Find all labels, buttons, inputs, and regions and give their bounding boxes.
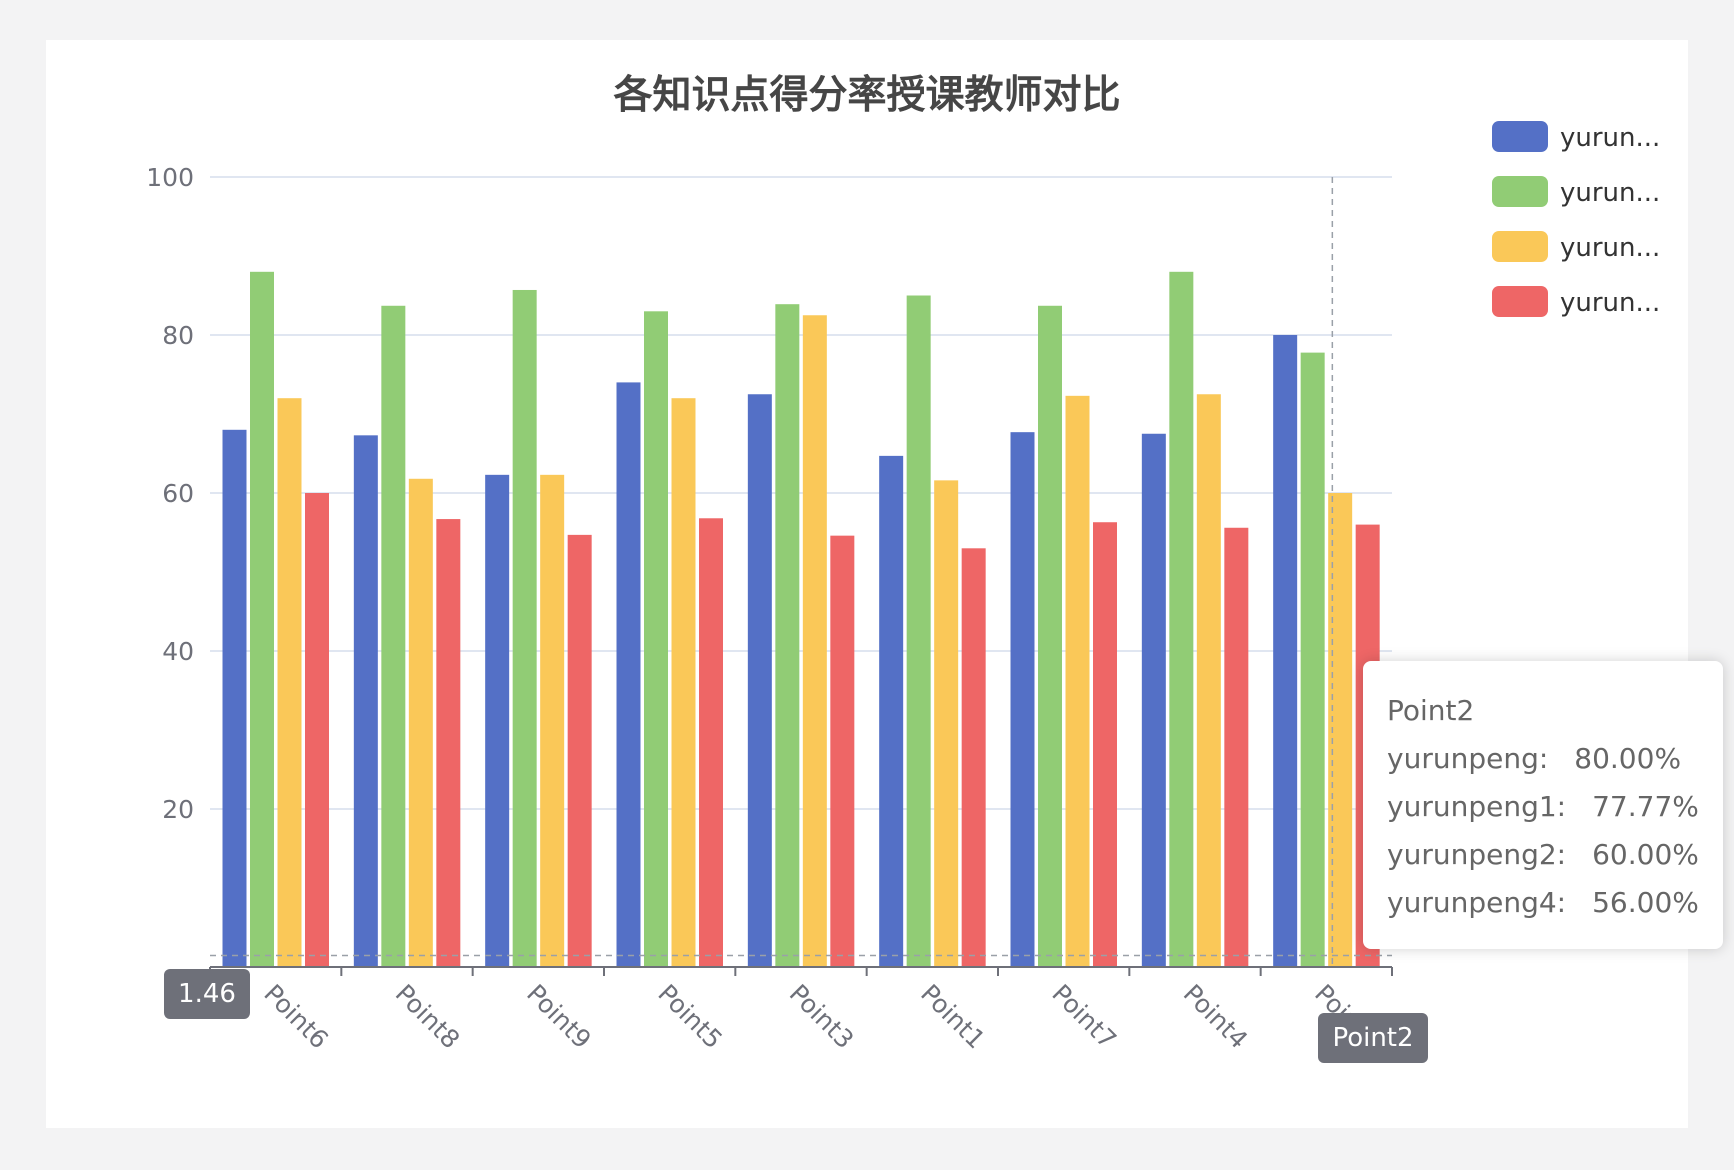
tooltip-row: yurunpeng1: 77.77%: [1387, 783, 1699, 831]
bar: [699, 518, 723, 967]
x-tick-label: Point6: [258, 979, 334, 1055]
bar: [408, 478, 433, 967]
legend-label: yurun...: [1560, 233, 1660, 263]
bar: [1093, 522, 1117, 967]
tooltip: Point2 yurunpeng: 80.00% yurunpeng1: 77.77…: [1363, 661, 1723, 949]
bar: [381, 305, 406, 967]
legend-swatch: [1492, 121, 1548, 152]
bar: [1300, 352, 1325, 967]
tooltip-series-value: 77.77%: [1592, 790, 1699, 823]
bar: [1169, 271, 1194, 967]
bar: [250, 271, 274, 967]
bar: [775, 304, 800, 967]
x-tick-label: Point8: [390, 979, 466, 1055]
legend-swatch: [1492, 231, 1548, 262]
chart-title: 各知识点得分率授课教师对比: [613, 73, 1120, 118]
bars: [222, 271, 1380, 968]
y-tick-label: 60: [162, 479, 194, 508]
tooltip-series-value: 60.00%: [1592, 838, 1699, 871]
y-axis-ticks: 20 40 60 80 100: [146, 163, 194, 824]
bar: [567, 534, 592, 967]
tooltip-row: yurunpeng: 80.00%: [1387, 735, 1699, 783]
tooltip-series-name: yurunpeng2:: [1387, 838, 1567, 871]
y-tick-label: 80: [162, 321, 194, 350]
chart-card: 各知识点得分率授课教师对比 20 40 60 80 100 Point6 Point8 Po…: [46, 40, 1723, 1128]
legend-swatch: [1492, 286, 1548, 317]
bar: [1224, 527, 1249, 967]
tooltip-series-value: 80.00%: [1574, 742, 1682, 775]
tooltip-title: Point2: [1387, 694, 1475, 727]
legend-label: yurun...: [1560, 178, 1660, 208]
bar: [1273, 335, 1298, 967]
x-tick-label: Point9: [521, 979, 597, 1055]
bar: [961, 548, 986, 967]
bar: [540, 474, 565, 967]
legend[interactable]: yurun... yurun... yurun... yurun...: [1492, 121, 1660, 318]
bar: [1010, 432, 1035, 967]
bar: [1065, 395, 1090, 968]
bar: [305, 493, 329, 967]
bar: [879, 455, 904, 967]
bar: [1196, 394, 1221, 967]
bar: [512, 289, 537, 968]
bar: [830, 535, 855, 967]
x-tick-label: Point1: [915, 979, 991, 1055]
bar: [616, 382, 641, 967]
bar: [802, 315, 827, 967]
tooltip-row: yurunpeng4: 56.00%: [1387, 879, 1699, 927]
tooltip-row: yurunpeng2: 60.00%: [1387, 831, 1699, 879]
bar: [671, 398, 696, 967]
bar: [277, 398, 302, 967]
legend-label: yurun...: [1560, 288, 1660, 318]
bar: [222, 429, 247, 967]
axis-pointer: [210, 177, 1392, 967]
bar: [747, 394, 772, 967]
bar: [906, 295, 931, 967]
x-tick-label: Point5: [652, 979, 728, 1055]
y-tick-label: 20: [162, 795, 194, 824]
x-axis-pointer-label: Point2: [1318, 1013, 1428, 1063]
y-axis-pointer-label: 1.46: [164, 969, 250, 1019]
bar: [353, 435, 378, 968]
bar: [485, 474, 510, 967]
legend-swatch: [1492, 176, 1548, 207]
legend-label: yurun...: [1560, 123, 1660, 153]
y-tick-label: 40: [162, 637, 194, 666]
tooltip-series-name: yurunpeng1:: [1387, 790, 1567, 823]
x-tick-label: Point7: [1046, 979, 1122, 1055]
tooltip-series-name: yurunpeng:: [1387, 742, 1549, 775]
tooltip-series-name: yurunpeng4:: [1387, 886, 1567, 919]
x-axis: Point6 Point8 Point9 Point5 Point3 Point1 Poin…: [209, 966, 1393, 1055]
bar: [1141, 433, 1166, 967]
x-tick-label: Point3: [784, 979, 860, 1055]
bar: [1038, 305, 1062, 967]
bar: [644, 311, 668, 967]
bar: [934, 480, 959, 967]
tooltip-series-value: 56.00%: [1592, 886, 1699, 919]
y-tick-label: 100: [146, 163, 194, 192]
grid-lines: [210, 176, 1392, 810]
x-tick-label: Point4: [1178, 979, 1254, 1055]
bar: [436, 519, 461, 967]
